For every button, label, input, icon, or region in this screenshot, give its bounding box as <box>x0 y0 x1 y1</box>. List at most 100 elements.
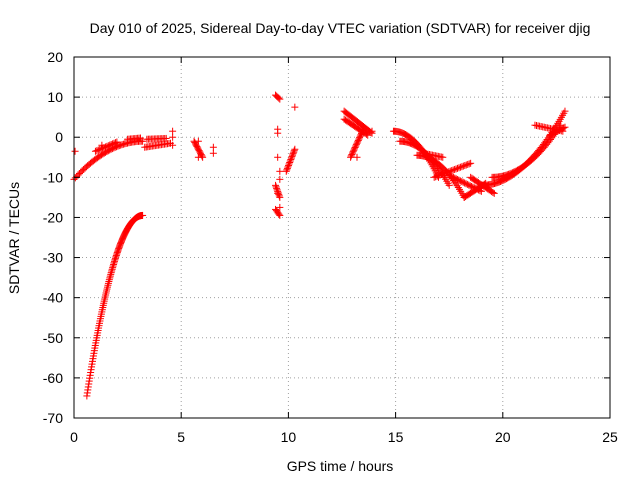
data-point <box>283 166 291 174</box>
data-point <box>273 186 281 194</box>
data-point <box>136 134 144 142</box>
data-point <box>274 189 282 197</box>
data-point <box>490 189 498 197</box>
data-point <box>368 127 376 135</box>
data-point <box>290 147 298 155</box>
data-point <box>276 211 284 219</box>
y-tick-label: -10 <box>43 169 63 185</box>
data-point <box>276 175 284 183</box>
grid-layer <box>74 57 610 418</box>
y-tick-label: -30 <box>43 250 63 266</box>
data-point <box>104 142 112 150</box>
x-tick-label: 0 <box>70 429 78 445</box>
x-tick-label: 10 <box>281 429 297 445</box>
data-point <box>448 167 456 175</box>
data-point <box>106 141 114 149</box>
y-tick-label: -20 <box>43 209 63 225</box>
data-point <box>353 153 361 161</box>
y-axis-label: SDTVAR / TECUs <box>6 182 22 294</box>
data-point <box>359 127 367 135</box>
data-point <box>274 129 282 137</box>
data-point <box>454 164 462 172</box>
data-point <box>109 140 117 148</box>
chart-title: Day 010 of 2025, Sidereal Day-to-day VTE… <box>90 20 591 36</box>
data-point <box>451 165 459 173</box>
y-tick-label: 0 <box>55 129 63 145</box>
data-point <box>289 150 297 158</box>
data-point <box>71 147 79 155</box>
data-point <box>291 103 299 111</box>
data-point <box>97 145 105 153</box>
data-point <box>561 123 569 131</box>
data-point <box>462 161 470 169</box>
x-tick-label: 5 <box>177 429 185 445</box>
data-point <box>286 158 294 166</box>
y-tick-label: -40 <box>43 290 63 306</box>
data-point <box>286 157 294 165</box>
data-point <box>282 167 290 175</box>
data-point <box>91 147 99 155</box>
data-point <box>274 189 282 197</box>
data-point <box>430 173 438 181</box>
data-point <box>96 145 104 153</box>
data-point <box>209 149 217 157</box>
data-point <box>465 160 473 168</box>
data-point <box>98 141 106 149</box>
data-point <box>477 187 485 195</box>
data-point <box>290 148 298 156</box>
data-point <box>209 143 217 151</box>
data-point <box>287 154 295 162</box>
data-point <box>459 162 467 170</box>
tick-layer: 0 5 10 15 20 25 20 10 0 -10 -20 -30 -40 -50 -60 -70 <box>43 49 618 445</box>
data-point <box>93 147 101 155</box>
y-tick-label: 10 <box>47 89 63 105</box>
data-point <box>194 137 202 145</box>
data-point <box>194 153 202 161</box>
data-point <box>453 182 461 190</box>
data-point <box>445 181 453 189</box>
data-point <box>433 172 441 180</box>
data-point <box>113 138 121 146</box>
data-point <box>449 166 457 174</box>
data-point <box>440 169 448 177</box>
y-tick-label: -70 <box>43 410 63 426</box>
data-point <box>291 145 299 153</box>
data-point <box>285 161 293 169</box>
data-point <box>367 128 375 136</box>
data-point <box>288 153 296 161</box>
data-point <box>285 160 293 168</box>
data-point <box>274 153 282 161</box>
data-point <box>101 143 109 151</box>
data-layer <box>70 91 569 400</box>
x-tick-label: 25 <box>602 429 618 445</box>
data-point <box>283 164 291 172</box>
data-point <box>561 107 569 115</box>
data-point <box>461 162 469 170</box>
x-axis-label: GPS time / hours <box>287 458 394 474</box>
data-point <box>452 165 460 173</box>
data-point <box>284 163 292 171</box>
data-point <box>169 141 177 149</box>
data-point <box>275 210 283 218</box>
data-point <box>275 94 283 102</box>
data-point <box>103 142 111 150</box>
data-point <box>169 127 177 135</box>
data-point <box>432 173 440 181</box>
data-point <box>276 167 284 175</box>
data-point <box>139 211 147 219</box>
data-point <box>110 139 118 147</box>
plot-frame <box>73 56 611 419</box>
y-tick-label: 20 <box>47 49 63 65</box>
data-point <box>99 144 107 152</box>
data-point <box>276 193 284 201</box>
data-point <box>467 159 475 167</box>
data-point <box>436 171 444 179</box>
data-point <box>276 203 284 211</box>
data-point <box>439 170 447 178</box>
data-point <box>364 131 372 139</box>
data-point <box>276 95 284 103</box>
data-point <box>489 188 497 196</box>
